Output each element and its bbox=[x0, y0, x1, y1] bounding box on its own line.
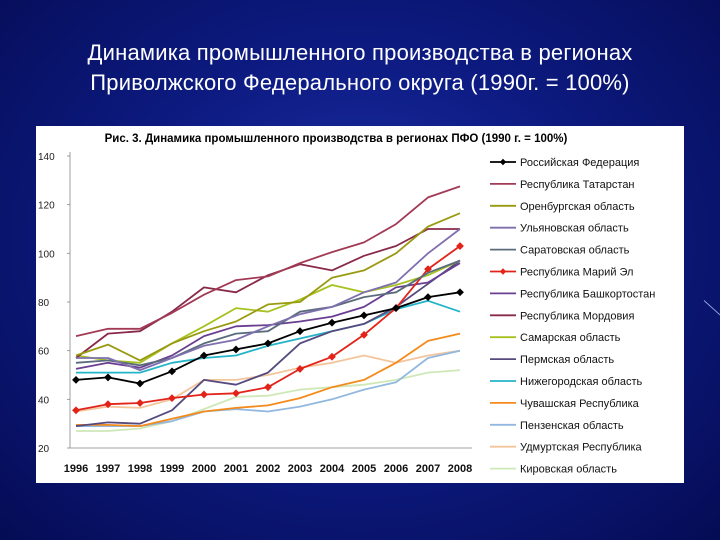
x-tick-label: 2000 bbox=[192, 463, 216, 475]
legend-label: Саратовская область bbox=[520, 245, 630, 257]
x-axis-ticks: 1996 1997 1998 1999 2000 2001 2002 2003 2004 2005… bbox=[64, 463, 472, 475]
data-point bbox=[328, 352, 336, 361]
chart-panel: Рис. 3. Динамика промышленного производс… bbox=[36, 126, 684, 483]
data-point bbox=[456, 242, 464, 250]
series-line bbox=[76, 369, 461, 432]
data-point bbox=[360, 311, 368, 320]
legend-label: Пензенская область bbox=[520, 420, 624, 432]
data-point bbox=[72, 375, 80, 384]
legend-item[interactable]: Чувашская Республика bbox=[490, 398, 640, 410]
series-line bbox=[75, 259, 461, 367]
data-point bbox=[424, 293, 432, 302]
series-line bbox=[76, 332, 461, 428]
series-line bbox=[75, 259, 461, 364]
legend-item[interactable]: Республика Башкортостан bbox=[490, 288, 655, 300]
series-line bbox=[75, 228, 460, 359]
y-tick-label: 60 bbox=[38, 347, 50, 358]
line-chart: Рис. 3. Динамика промышленного производс… bbox=[38, 133, 655, 476]
legend-label: Чувашская Республика bbox=[520, 398, 640, 410]
legend-item[interactable]: Ульяновская область bbox=[490, 223, 629, 235]
slide-title-line-1: Динамика промышленного производства в ре… bbox=[87, 40, 633, 65]
legend-label: Республика Татарстан bbox=[520, 179, 635, 191]
legend-label: Республика Марий Эл bbox=[520, 267, 633, 279]
x-tick-label: 2004 bbox=[320, 463, 345, 475]
x-tick-label: 2005 bbox=[352, 463, 376, 475]
data-point bbox=[456, 288, 464, 297]
data-point bbox=[72, 406, 80, 415]
legend-item[interactable]: Республика Марий Эл bbox=[490, 267, 633, 279]
data-point bbox=[296, 327, 304, 336]
legend-item[interactable]: Республика Татарстан bbox=[490, 179, 635, 191]
data-point bbox=[168, 394, 176, 403]
legend-label: Оренбургская область bbox=[520, 201, 635, 213]
decorative-line bbox=[703, 300, 720, 317]
y-tick-label: 80 bbox=[38, 298, 50, 309]
series-line bbox=[75, 212, 461, 362]
data-point bbox=[136, 399, 144, 407]
legend-item[interactable]: Пензенская область bbox=[490, 420, 624, 432]
legend-marker bbox=[499, 268, 507, 275]
chart-title: Рис. 3. Динамика промышленного производс… bbox=[105, 133, 568, 145]
x-tick-label: 1997 bbox=[96, 463, 120, 475]
legend-item[interactable]: Удмуртская Республика bbox=[490, 442, 643, 454]
series-line bbox=[76, 228, 461, 372]
legend-item[interactable]: Нижегородская область bbox=[490, 376, 643, 388]
x-tick-label: 2001 bbox=[224, 463, 248, 475]
data-point bbox=[232, 389, 240, 398]
legend-item[interactable]: Оренбургская область bbox=[490, 201, 635, 213]
data-point bbox=[200, 390, 208, 399]
data-point bbox=[296, 365, 304, 373]
x-tick-label: 1998 bbox=[128, 463, 152, 475]
legend-item[interactable]: Пермская область bbox=[490, 354, 614, 366]
legend-label: Удмуртская Республика bbox=[520, 442, 643, 454]
slide-title: Динамика промышленного производства в ре… bbox=[0, 38, 720, 98]
data-point bbox=[264, 339, 272, 348]
legend-label: Кировская область bbox=[520, 464, 617, 476]
x-tick-label: 2008 bbox=[448, 463, 472, 475]
y-tick-label: 20 bbox=[38, 444, 50, 455]
legend-label: Республика Башкортостан bbox=[520, 288, 655, 300]
data-point bbox=[168, 367, 176, 376]
legend-label: Республика Мордовия bbox=[520, 310, 634, 322]
x-tick-label: 2002 bbox=[256, 463, 280, 475]
data-point bbox=[360, 330, 368, 339]
data-point bbox=[104, 373, 112, 382]
x-tick-label: 1996 bbox=[64, 463, 88, 475]
legend-item[interactable]: Республика Мордовия bbox=[490, 310, 634, 322]
series-line bbox=[75, 185, 461, 337]
series-lines bbox=[72, 185, 464, 432]
y-tick-label: 140 bbox=[38, 152, 55, 163]
data-point bbox=[392, 304, 400, 312]
y-tick-label: 40 bbox=[38, 395, 50, 406]
data-point bbox=[104, 400, 112, 409]
y-tick-label: 100 bbox=[38, 249, 55, 260]
legend-marker bbox=[499, 158, 507, 166]
legend-item[interactable]: Саратовская область bbox=[490, 245, 630, 257]
legend[interactable]: Российская Федерация Республика Татарстан… bbox=[490, 157, 655, 476]
series-line bbox=[75, 262, 461, 370]
legend-label: Российская Федерация bbox=[520, 157, 639, 169]
x-tick-label: 2006 bbox=[384, 463, 408, 475]
data-point bbox=[328, 318, 336, 327]
y-axis-ticks: 20 40 60 80 100 120 140 bbox=[38, 152, 70, 455]
data-point bbox=[264, 383, 272, 392]
x-tick-label: 2003 bbox=[288, 463, 312, 475]
data-point bbox=[200, 351, 208, 360]
x-tick-label: 1999 bbox=[160, 463, 184, 475]
legend-item[interactable]: Российская Федерация bbox=[490, 157, 639, 169]
legend-label: Пермская область bbox=[520, 354, 614, 366]
legend-label: Нижегородская область bbox=[520, 376, 643, 388]
slide-title-line-2: Приволжского Федерального округа (1990г.… bbox=[90, 70, 630, 95]
legend-item[interactable]: Самарская область bbox=[490, 332, 621, 344]
data-point bbox=[232, 345, 240, 354]
data-point bbox=[136, 379, 144, 388]
legend-label: Самарская область bbox=[520, 332, 621, 344]
series-line bbox=[75, 291, 461, 385]
legend-label: Ульяновская область bbox=[520, 223, 629, 235]
y-tick-label: 120 bbox=[38, 201, 55, 212]
legend-item[interactable]: Кировская область bbox=[490, 464, 617, 476]
x-tick-label: 2007 bbox=[416, 463, 440, 475]
